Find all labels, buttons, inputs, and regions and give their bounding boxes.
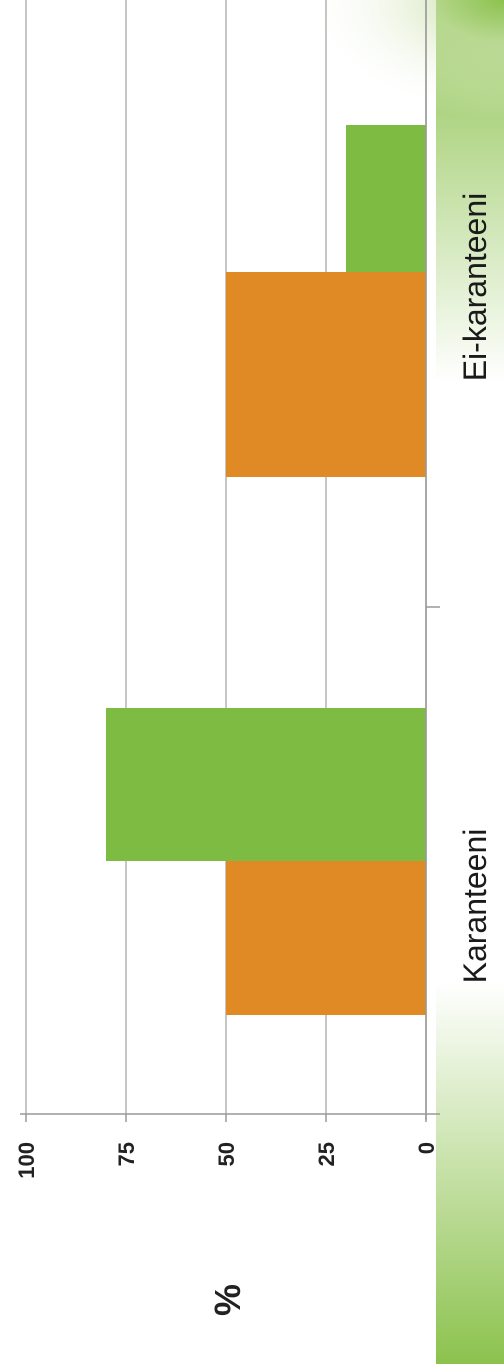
background-corner [300,0,504,120]
y-tick-label-50: 50 [214,1142,239,1166]
y-tick-label-75: 75 [114,1142,139,1166]
background-band [436,0,504,1364]
bar-karanteeni-series-2 [106,708,426,861]
bar-karanteeni-series-1 [226,861,426,1015]
y-axis-unit-label: % [207,1284,248,1316]
y-tick-label-100: 100 [14,1142,39,1179]
y-tick-labels: 0 25 50 75 100 [14,1142,439,1179]
y-tick-label-0: 0 [414,1142,439,1154]
bar-ei-karanteeni-series-2 [346,125,426,272]
category-labels: Karanteeni Ei-karanteeni [457,193,493,984]
y-tick-label-25: 25 [314,1142,339,1166]
category-label-karanteeni: Karanteeni [457,829,493,984]
category-label-ei-karanteeni: Ei-karanteeni [457,193,493,382]
bar-ei-karanteeni-series-1 [226,272,426,477]
bars [106,125,426,1015]
axes [20,0,440,1122]
